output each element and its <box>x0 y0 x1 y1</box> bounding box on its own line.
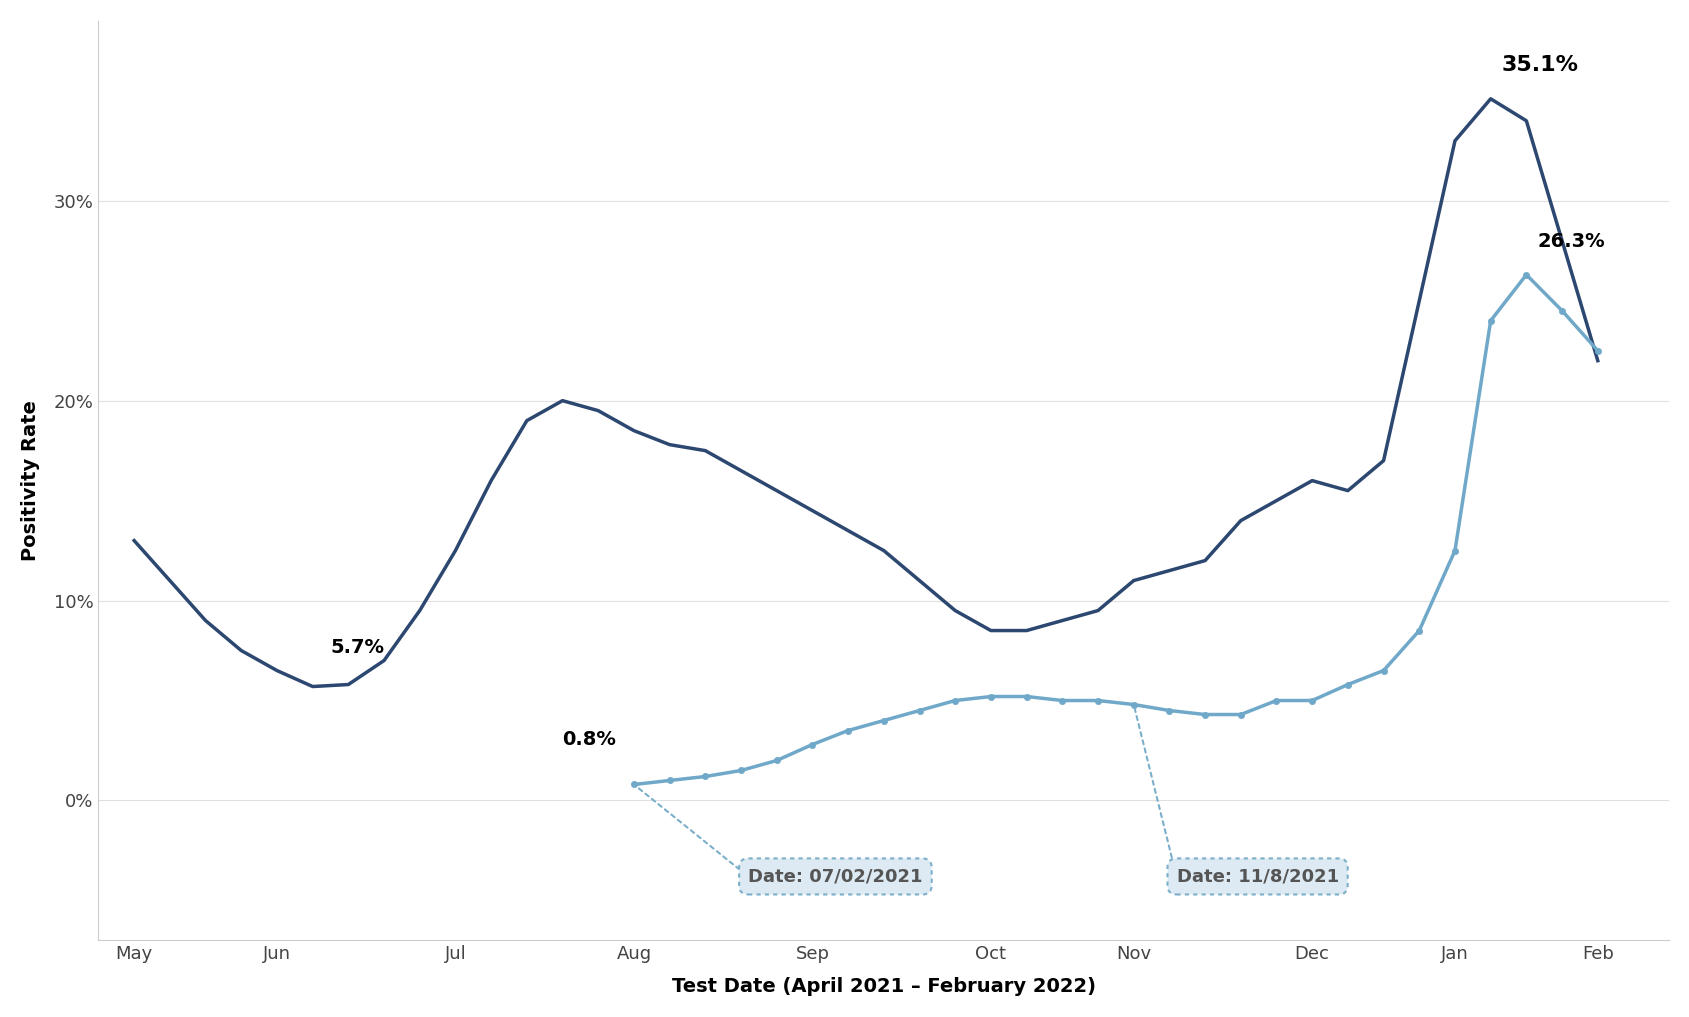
Text: 26.3%: 26.3% <box>1537 232 1605 251</box>
Text: Date: 11/8/2021: Date: 11/8/2021 <box>1176 868 1338 886</box>
Text: 35.1%: 35.1% <box>1500 55 1578 75</box>
Y-axis label: Positivity Rate: Positivity Rate <box>20 400 41 561</box>
Text: 0.8%: 0.8% <box>562 729 616 749</box>
X-axis label: Test Date (April 2021 – February 2022): Test Date (April 2021 – February 2022) <box>672 977 1094 997</box>
Text: 5.7%: 5.7% <box>331 638 385 657</box>
Text: Date: 07/02/2021: Date: 07/02/2021 <box>748 868 922 886</box>
